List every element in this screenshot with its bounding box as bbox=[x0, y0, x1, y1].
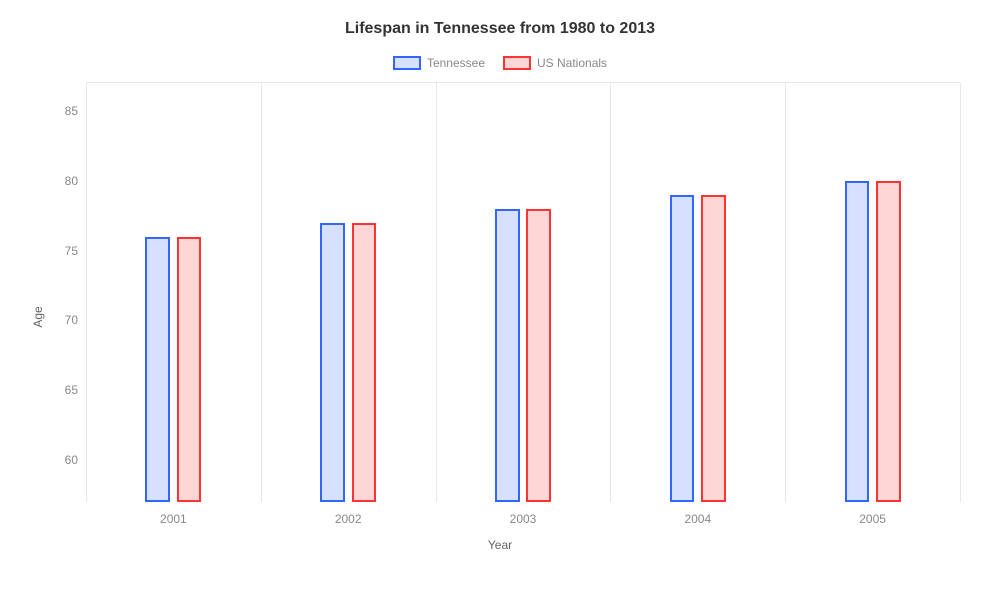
bar bbox=[701, 195, 725, 502]
gridline-v bbox=[960, 83, 961, 502]
y-tick-label: 70 bbox=[65, 313, 86, 327]
plot-wrap: 60657075808520012002200320042005 bbox=[86, 82, 960, 502]
x-axis-label: Year bbox=[30, 538, 970, 552]
gridline-v bbox=[86, 83, 87, 502]
bar bbox=[495, 209, 519, 502]
legend-label-tennessee: Tennessee bbox=[427, 56, 485, 70]
legend-label-us-nationals: US Nationals bbox=[537, 56, 607, 70]
bar bbox=[177, 237, 201, 502]
plot-area: 60657075808520012002200320042005 bbox=[86, 82, 960, 502]
bar bbox=[670, 195, 694, 502]
legend-item-tennessee: Tennessee bbox=[393, 56, 485, 70]
bar bbox=[352, 223, 376, 502]
y-tick-label: 80 bbox=[65, 174, 86, 188]
chart-container: Lifespan in Tennessee from 1980 to 2013 … bbox=[0, 0, 1000, 600]
bar bbox=[526, 209, 550, 502]
x-tick-label: 2003 bbox=[510, 502, 537, 526]
legend: Tennessee US Nationals bbox=[30, 56, 970, 70]
y-tick-label: 85 bbox=[65, 104, 86, 118]
y-tick-label: 60 bbox=[65, 453, 86, 467]
x-tick-label: 2005 bbox=[859, 502, 886, 526]
y-tick-label: 65 bbox=[65, 383, 86, 397]
bar bbox=[845, 181, 869, 502]
y-tick-label: 75 bbox=[65, 244, 86, 258]
y-axis-label: Age bbox=[31, 306, 45, 327]
x-tick-label: 2001 bbox=[160, 502, 187, 526]
gridline-v bbox=[436, 83, 437, 502]
bar bbox=[320, 223, 344, 502]
gridline-v bbox=[261, 83, 262, 502]
gridline-v bbox=[785, 83, 786, 502]
legend-swatch-tennessee bbox=[393, 56, 421, 70]
bar bbox=[145, 237, 169, 502]
chart-title: Lifespan in Tennessee from 1980 to 2013 bbox=[30, 20, 970, 38]
gridline-v bbox=[610, 83, 611, 502]
bar bbox=[876, 181, 900, 502]
x-tick-label: 2002 bbox=[335, 502, 362, 526]
legend-item-us-nationals: US Nationals bbox=[503, 56, 607, 70]
x-tick-label: 2004 bbox=[684, 502, 711, 526]
legend-swatch-us-nationals bbox=[503, 56, 531, 70]
